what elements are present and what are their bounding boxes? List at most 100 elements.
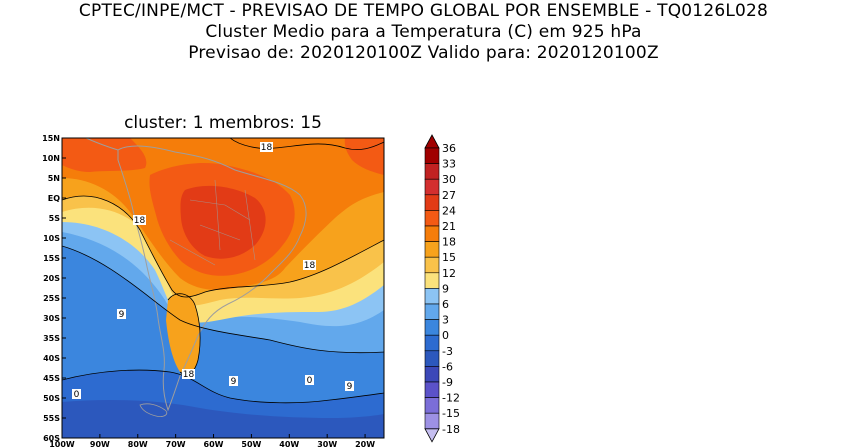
colorbar-swatch [424, 319, 440, 336]
chart-title-line-3: Previsao de: 2020120100Z Valido para: 20… [188, 43, 659, 63]
colorbar-label: 6 [442, 298, 449, 311]
lat-tick-label: 10N [42, 154, 60, 163]
colorbar-label: 24 [442, 204, 456, 217]
chart-title-line-2: Cluster Medio para a Temperatura (C) em … [205, 22, 642, 42]
panel-title: cluster: 1 membros: 15 [124, 113, 322, 133]
colorbar-label: 12 [442, 267, 456, 280]
colorbar-swatch [424, 147, 440, 164]
andes-warm-tongue [166, 293, 201, 375]
contour-label-g: 9 [345, 381, 354, 392]
colorbar-label: -15 [442, 407, 460, 420]
colorbar-swatch [424, 381, 440, 398]
forecast-map: 18 18 18 18 9 9 9 0 [42, 134, 460, 448]
colorbar-swatch [424, 272, 440, 289]
lat-tick-label: 5N [48, 174, 60, 183]
longitude-axis: 100W 90W 80W 70W 60W 50W 40W 30W 20W [49, 434, 375, 448]
svg-text:18: 18 [183, 370, 195, 380]
contour-label-h: 0 [72, 389, 81, 400]
colorbar-swatch [424, 194, 440, 211]
contour-0 [62, 369, 384, 404]
svg-text:18: 18 [261, 143, 273, 153]
contour-label-b: 18 [133, 215, 146, 226]
contour-label-d: 18 [182, 369, 195, 380]
colorbar-label: 15 [442, 251, 456, 264]
band-24-27-north-west [62, 138, 147, 172]
lat-tick-label: 10S [43, 234, 60, 243]
lat-tick-label: 20S [43, 274, 60, 283]
map-frame [61, 137, 385, 439]
lon-tick-label: 90W [90, 440, 110, 448]
svg-text:0: 0 [74, 390, 80, 400]
colorbar-swatch [424, 334, 440, 352]
colorbar-label: -6 [442, 360, 453, 373]
state-borders [169, 179, 256, 266]
lat-tick-label: 15N [42, 134, 60, 143]
colorbar-swatch [424, 397, 440, 414]
lat-tick-label: 25S [43, 294, 60, 303]
chart-title-line-1: CPTEC/INPE/MCT - PREVISAO DE TEMPO GLOBA… [78, 1, 769, 21]
contour-label-i: 0 [305, 375, 314, 386]
svg-text:18: 18 [134, 216, 146, 226]
land-outline-south-america [117, 145, 307, 412]
colorbar-label: 0 [442, 329, 449, 342]
colorbar-label: 27 [442, 189, 456, 202]
lon-tick-label: 50W [241, 440, 261, 448]
colorbar-swatch [424, 366, 440, 383]
colorbar-swatch [424, 303, 440, 320]
colorbar-label: 18 [442, 236, 456, 249]
contour-9 [62, 245, 384, 354]
colorbar-swatch [424, 210, 440, 227]
colorbar-label: 33 [442, 158, 456, 171]
colorbar-label: 30 [442, 173, 456, 186]
colorbar-swatch [424, 288, 440, 305]
land-outline-central-america [85, 138, 119, 151]
contour-label-f: 9 [229, 376, 238, 387]
lat-tick-label: 5S [49, 214, 61, 223]
colorbar-label: 21 [442, 220, 456, 233]
colorbar-swatch [424, 163, 440, 180]
lat-tick-label: EQ [48, 194, 60, 203]
svg-text:9: 9 [119, 310, 125, 320]
lat-tick-label: 45S [43, 374, 60, 383]
band-27-30 [180, 185, 266, 259]
colorbar-swatch [424, 350, 440, 367]
colorbar-bottom-arrow [424, 428, 440, 443]
lon-tick-label: 100W [49, 440, 75, 448]
lon-tick-label: 70W [166, 440, 186, 448]
colorbar-swatch [424, 241, 440, 258]
contour-label-c: 18 [303, 260, 316, 271]
colorbar-swatch [424, 256, 440, 274]
latitude-axis: 15N 10N 5N EQ 5S 10S 15S 20S 25S 30S 35S 40S 45S 50S 5… [42, 134, 66, 443]
colorbar-swatch [424, 225, 440, 242]
lon-tick-label: 30W [317, 440, 337, 448]
band-24-27-north-east [344, 138, 384, 175]
colorbar-swatch [424, 178, 440, 196]
svg-text:18: 18 [304, 261, 316, 271]
lat-tick-label: 30S [43, 314, 60, 323]
contour-label-e: 9 [117, 309, 126, 320]
colorbar-label: -9 [442, 376, 453, 389]
land-outline-tierra-del-fuego [139, 403, 168, 417]
lon-tick-label: 80W [128, 440, 148, 448]
colorbar-label: -12 [442, 392, 460, 405]
contour-label-a: 18 [260, 142, 273, 153]
lat-tick-label: 60S [43, 434, 60, 443]
svg-text:0: 0 [307, 376, 313, 386]
colorbar-label: 9 [442, 282, 449, 295]
lat-tick-label: 35S [43, 334, 60, 343]
svg-text:9: 9 [347, 382, 353, 392]
colorbar-label: 36 [442, 142, 456, 155]
lon-tick-label: 40W [279, 440, 299, 448]
colorbar-swatch [424, 412, 440, 430]
lat-tick-label: 55S [43, 414, 60, 423]
colorbar-top-arrow [424, 134, 440, 149]
svg-text:9: 9 [231, 377, 237, 387]
contour-18-north [229, 138, 384, 150]
lat-tick-label: 50S [43, 394, 60, 403]
lat-tick-label: 40S [43, 354, 60, 363]
colorbar-label: 3 [442, 314, 449, 327]
temperature-field: 18 18 18 18 9 9 9 0 [62, 138, 384, 438]
colorbar-label: -3 [442, 345, 453, 358]
lon-tick-label: 60W [204, 440, 224, 448]
